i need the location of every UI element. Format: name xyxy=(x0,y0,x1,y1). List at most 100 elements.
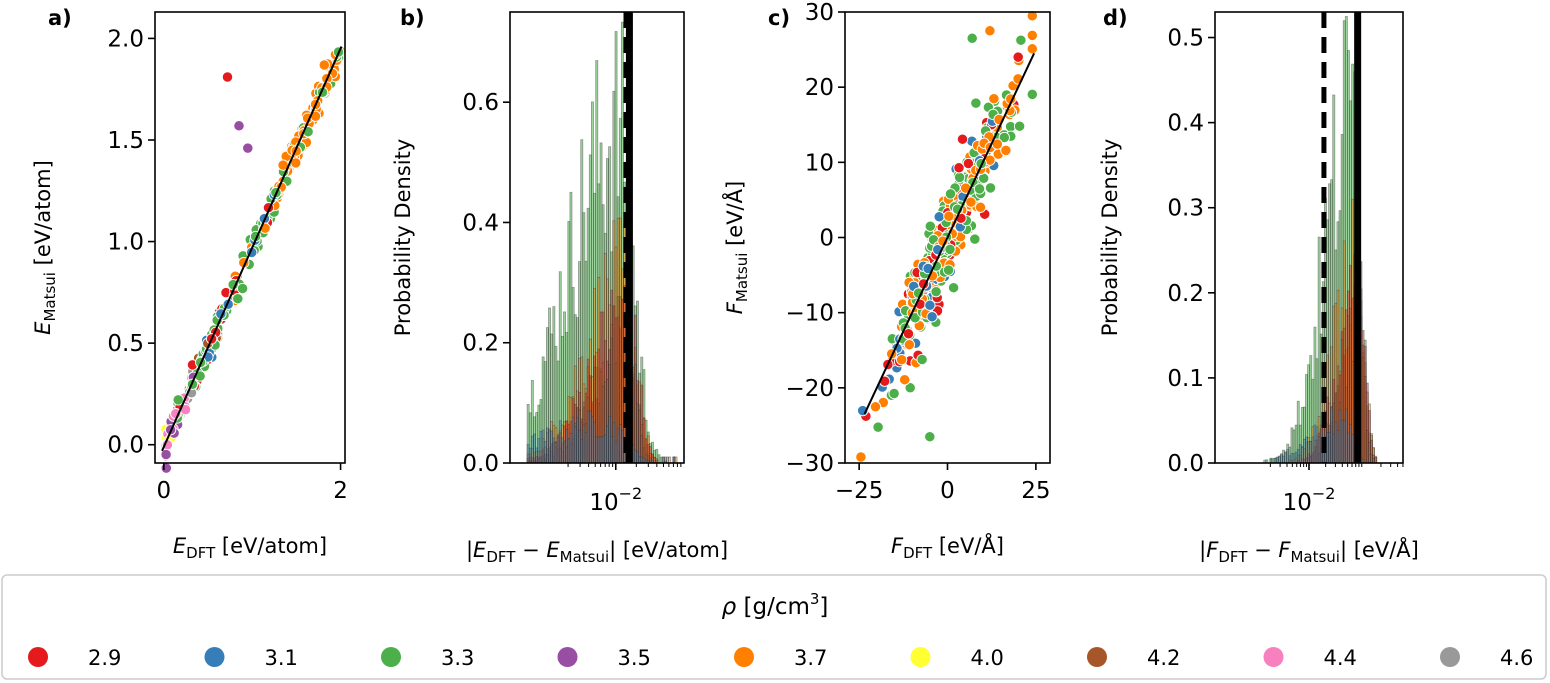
scatter-point xyxy=(1026,88,1038,101)
histogram-bar xyxy=(530,435,534,464)
y-tick-label: 1.5 xyxy=(107,128,144,154)
legend-entry: 4.6 xyxy=(1440,646,1533,670)
histogram-bar xyxy=(569,433,573,464)
histogram-bar xyxy=(640,456,644,464)
scatter-point xyxy=(926,311,938,323)
histogram-bar xyxy=(573,426,577,464)
label-symbol: E xyxy=(173,534,187,558)
histogram-bar xyxy=(621,429,624,464)
y-axis-label: Probability Density xyxy=(1098,139,1122,337)
scatter-point xyxy=(888,387,900,400)
x-tick-label: −25 xyxy=(835,478,884,504)
label-minus: − xyxy=(515,538,546,562)
legend-label: 2.9 xyxy=(88,646,121,670)
label-unit: | [eV/atom] xyxy=(609,538,728,563)
y-axis-label: EMatsui [eV/atom] xyxy=(31,160,59,335)
histogram-bar xyxy=(612,421,616,464)
legend-marker xyxy=(204,647,225,667)
label-unit: [eV/atom] xyxy=(31,160,55,272)
histogram-bar xyxy=(543,441,547,464)
scatter-point xyxy=(916,353,928,366)
histogram-bar xyxy=(597,436,601,464)
histogram-bar xyxy=(586,410,590,464)
legend-box xyxy=(1,574,1547,680)
y-tick-label: 0.5 xyxy=(107,331,144,357)
scatter-point xyxy=(974,201,987,213)
panel-label: b) xyxy=(400,6,425,30)
y-tick-label: 0.3 xyxy=(1167,196,1204,222)
y-axis-label: Probability Density xyxy=(391,139,415,337)
label-symbol: E xyxy=(546,538,560,562)
scatter-point xyxy=(1026,29,1038,42)
scatter-point xyxy=(969,233,981,245)
histogram-bar xyxy=(616,428,620,464)
legend-label: 3.7 xyxy=(794,646,827,670)
label-symbol: F xyxy=(1278,538,1291,562)
legend-entry: 4.0 xyxy=(910,646,1004,670)
y-tick-label: 20 xyxy=(805,75,834,101)
x-axis-label: FDFT [eV/Å] xyxy=(891,532,1004,562)
scatter-point xyxy=(998,131,1010,144)
x-tick-label: 10−2 xyxy=(1283,484,1336,516)
y-tick-label: 0.4 xyxy=(1167,111,1204,137)
label-subscript: DFT xyxy=(1218,548,1248,566)
y-axis-label: FMatsui [eV/Å] xyxy=(721,181,751,314)
y-tick-label: 10 xyxy=(805,150,834,176)
scatter-point xyxy=(869,401,882,413)
label-symbol: F xyxy=(1206,538,1219,562)
label-symbol: E xyxy=(31,321,55,335)
label-bar: | xyxy=(1199,538,1206,563)
y-tick-label: 1.0 xyxy=(107,230,144,256)
scatter-point xyxy=(924,220,936,232)
scatter-points xyxy=(855,10,1038,463)
histogram-bar xyxy=(593,422,596,464)
label-symbol: F xyxy=(891,534,904,558)
y-tick-label: 0 xyxy=(819,226,834,252)
histogram-bar xyxy=(651,456,654,464)
legend-label: 3.1 xyxy=(265,646,298,670)
histogram-bars xyxy=(526,21,678,464)
histogram-bar xyxy=(636,451,639,464)
scatter-point xyxy=(970,97,982,109)
y-tick-label: 0.5 xyxy=(1167,26,1204,52)
histogram-bar xyxy=(606,425,609,464)
label-symbol: E xyxy=(473,538,487,562)
y-tick-label: 0.0 xyxy=(462,451,499,477)
panel-d: 10−20.00.10.20.30.40.5|FDFT − FMatsui| [… xyxy=(1098,6,1419,566)
x-tick-label: 2 xyxy=(333,478,348,504)
legend-title-unit: [g/cm xyxy=(736,594,810,620)
scatter-point xyxy=(899,374,911,386)
histogram-bar xyxy=(666,456,669,464)
histogram-bar xyxy=(554,442,558,464)
scatter-point xyxy=(943,210,955,222)
legend-marker xyxy=(734,647,754,667)
scatter-point xyxy=(933,211,945,223)
legend-marker xyxy=(910,647,931,667)
scatter-point xyxy=(924,431,936,443)
x-tick-label: 10−2 xyxy=(589,484,642,516)
scatter-point xyxy=(947,282,960,294)
scatter-point xyxy=(988,93,1000,105)
scatter-point xyxy=(903,339,916,351)
label-symbol: F xyxy=(723,301,747,314)
y-tick-label: 0.1 xyxy=(1167,366,1204,392)
label-unit: [eV/Å] xyxy=(721,181,747,253)
tick-base: 10 xyxy=(1283,490,1312,516)
label-subscript: Matsui xyxy=(733,253,751,303)
scatter-point xyxy=(953,162,965,174)
scatter-point xyxy=(221,71,234,83)
y-tick-label: −10 xyxy=(785,301,834,327)
legend-label: 4.0 xyxy=(971,646,1004,670)
panel-label: c) xyxy=(768,6,790,30)
scatter-point xyxy=(1000,144,1012,157)
scatter-point xyxy=(1013,120,1026,132)
label-subscript: DFT xyxy=(903,544,933,562)
legend-label: 3.3 xyxy=(441,646,474,670)
histogram-bar xyxy=(659,456,663,464)
histogram-bar xyxy=(558,420,562,464)
label-subscript: DFT xyxy=(186,544,216,562)
x-tick-label: 0 xyxy=(157,478,172,504)
label-subscript: Matsui xyxy=(560,548,610,566)
legend-entry: 3.7 xyxy=(734,646,827,670)
